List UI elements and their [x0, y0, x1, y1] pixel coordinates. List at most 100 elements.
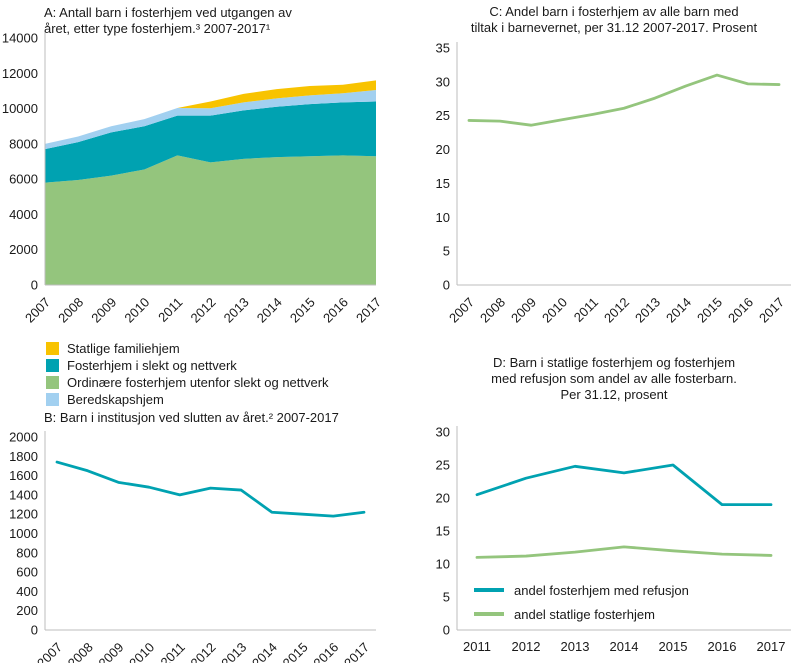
svg-text:5: 5 [443, 244, 450, 259]
chart-a-title-line1: A: Antall barn i fosterhjem ved utgangen… [44, 5, 292, 20]
svg-text:2015: 2015 [280, 640, 311, 663]
svg-text:800: 800 [16, 545, 38, 560]
svg-text:20: 20 [436, 142, 450, 157]
chart-b-title: B: Barn i institusjon ved slutten av åre… [44, 410, 339, 426]
svg-text:600: 600 [16, 565, 38, 580]
svg-text:2009: 2009 [508, 295, 539, 326]
legend-item-statlige-familiehjem: Statlige familiehjem [46, 340, 329, 357]
svg-text:2000: 2000 [9, 430, 38, 445]
legend-label: Ordinære fosterhjem utenfor slekt og net… [67, 375, 329, 390]
svg-text:2010: 2010 [539, 295, 570, 326]
svg-text:2017: 2017 [353, 295, 384, 326]
svg-text:2015: 2015 [659, 639, 688, 654]
svg-text:30: 30 [436, 74, 450, 89]
svg-text:2012: 2012 [188, 295, 219, 326]
svg-text:2014: 2014 [254, 295, 285, 326]
svg-text:2012: 2012 [188, 640, 219, 663]
legend-label: Beredskapshjem [67, 392, 164, 407]
svg-text:2014: 2014 [249, 640, 280, 663]
svg-text:0: 0 [443, 278, 450, 293]
svg-text:2011: 2011 [155, 295, 185, 325]
legend-label: Fosterhjem i slekt og nettverk [67, 358, 237, 373]
svg-text:10000: 10000 [2, 101, 38, 116]
svg-text:1200: 1200 [9, 507, 38, 522]
svg-text:15: 15 [436, 176, 450, 191]
chart-d-title-line2: med refusjon som andel av alle fosterbar… [491, 371, 737, 386]
chart-d-title-line1: D: Barn i statlige fosterhjem og fosterh… [492, 355, 736, 370]
svg-text:0: 0 [31, 278, 38, 293]
svg-text:2015: 2015 [694, 295, 725, 326]
chart-a-stacked-area: 0 2000 4000 6000 8000 10000 12000 14000 2007 2008… [2, 31, 384, 326]
legend-swatch-green [46, 376, 59, 389]
svg-text:2011: 2011 [463, 639, 491, 654]
svg-text:2013: 2013 [218, 640, 249, 663]
svg-text:2016: 2016 [320, 295, 351, 326]
chart-d-line: 0 5 10 15 20 25 30 2011 2012 2013 2014 2015 2016 2017 [436, 425, 791, 654]
svg-text:15: 15 [436, 524, 450, 539]
svg-text:2009: 2009 [88, 295, 119, 326]
svg-text:30: 30 [436, 425, 450, 440]
svg-text:0: 0 [31, 623, 38, 638]
svg-text:2009: 2009 [95, 640, 126, 663]
svg-text:2008: 2008 [65, 640, 96, 663]
legend-swatch-yellow [46, 342, 59, 355]
chart-c-title-line2: tiltak i barnevernet, per 31.12 2007-201… [470, 20, 758, 35]
legend-item-refusjon: andel fosterhjem med refusjon [474, 578, 689, 602]
svg-text:1000: 1000 [9, 526, 38, 541]
chart-b-line: 0 200 400 600 800 1000 1200 1400 1600 1800 2000 200… [9, 430, 376, 663]
svg-text:10: 10 [436, 210, 450, 225]
svg-text:2007: 2007 [446, 295, 477, 326]
chart-d-legend: andel fosterhjem med refusjon andel stat… [474, 578, 689, 626]
legend-item-beredskapshjem: Beredskapshjem [46, 391, 329, 408]
svg-text:1400: 1400 [9, 487, 38, 502]
chart-c-title: C: Andel barn i fosterhjem av alle barn … [430, 4, 798, 36]
svg-text:20: 20 [436, 491, 450, 506]
svg-text:2017: 2017 [756, 295, 787, 326]
svg-text:12000: 12000 [2, 66, 38, 81]
svg-text:2012: 2012 [601, 295, 632, 326]
svg-text:2013: 2013 [561, 639, 590, 654]
svg-text:2011: 2011 [158, 640, 188, 663]
legend-label: Statlige familiehjem [67, 341, 180, 356]
svg-text:2013: 2013 [632, 295, 663, 326]
svg-text:400: 400 [16, 584, 38, 599]
legend-label: andel statlige fosterhjem [514, 606, 655, 622]
legend-line-swatch-green [474, 612, 504, 616]
legend-item-fosterhjem-slekt: Fosterhjem i slekt og nettverk [46, 357, 329, 374]
svg-text:2012: 2012 [512, 639, 541, 654]
chart-a-legend: Statlige familiehjem Fosterhjem i slekt … [46, 340, 329, 408]
legend-item-ordinaere-fosterhjem: Ordinære fosterhjem utenfor slekt og net… [46, 374, 329, 391]
svg-text:2010: 2010 [126, 640, 157, 663]
svg-text:1600: 1600 [9, 468, 38, 483]
svg-text:2014: 2014 [663, 295, 694, 326]
svg-text:8000: 8000 [9, 136, 38, 151]
svg-text:6000: 6000 [9, 172, 38, 187]
svg-text:4000: 4000 [9, 207, 38, 222]
chart-a-title-line2: året, etter type fosterhjem.³ 2007-2017¹ [44, 21, 271, 36]
legend-swatch-lightblue [46, 393, 59, 406]
svg-text:1800: 1800 [9, 449, 38, 464]
svg-text:25: 25 [436, 458, 450, 473]
svg-text:2000: 2000 [9, 242, 38, 257]
legend-line-swatch-teal [474, 588, 504, 592]
chart-b-title-line1: B: Barn i institusjon ved slutten av åre… [44, 410, 339, 425]
svg-text:2008: 2008 [55, 295, 86, 326]
svg-text:2015: 2015 [287, 295, 318, 326]
svg-text:2016: 2016 [725, 295, 756, 326]
svg-text:2007: 2007 [34, 640, 65, 663]
chart-d-title: D: Barn i statlige fosterhjem og fosterh… [430, 355, 798, 403]
svg-text:2008: 2008 [477, 295, 508, 326]
svg-text:2013: 2013 [221, 295, 252, 326]
chart-a-title: A: Antall barn i fosterhjem ved utgangen… [44, 5, 292, 37]
svg-text:2011: 2011 [571, 295, 601, 325]
svg-text:5: 5 [443, 590, 450, 605]
svg-text:2007: 2007 [22, 295, 53, 326]
svg-text:2016: 2016 [708, 639, 737, 654]
svg-text:2014: 2014 [610, 639, 639, 654]
chart-d-title-line3: Per 31.12, prosent [560, 387, 668, 402]
legend-label: andel fosterhjem med refusjon [514, 582, 689, 598]
svg-text:14000: 14000 [2, 31, 38, 46]
legend-swatch-teal [46, 359, 59, 372]
